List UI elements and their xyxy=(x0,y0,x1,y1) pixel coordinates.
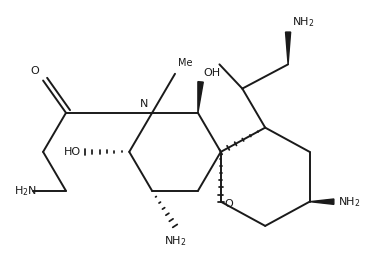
Text: NH$_2$: NH$_2$ xyxy=(338,195,361,209)
Text: O: O xyxy=(30,67,39,77)
Polygon shape xyxy=(310,199,334,204)
Polygon shape xyxy=(198,82,203,113)
Polygon shape xyxy=(285,32,291,64)
Text: O: O xyxy=(225,199,234,209)
Text: OH: OH xyxy=(203,68,220,78)
Text: N: N xyxy=(140,99,148,109)
Text: HO: HO xyxy=(64,147,81,157)
Text: Me: Me xyxy=(178,58,192,68)
Text: NH$_2$: NH$_2$ xyxy=(164,234,186,248)
Text: NH$_2$: NH$_2$ xyxy=(292,15,315,29)
Text: H$_2$N: H$_2$N xyxy=(14,184,37,198)
